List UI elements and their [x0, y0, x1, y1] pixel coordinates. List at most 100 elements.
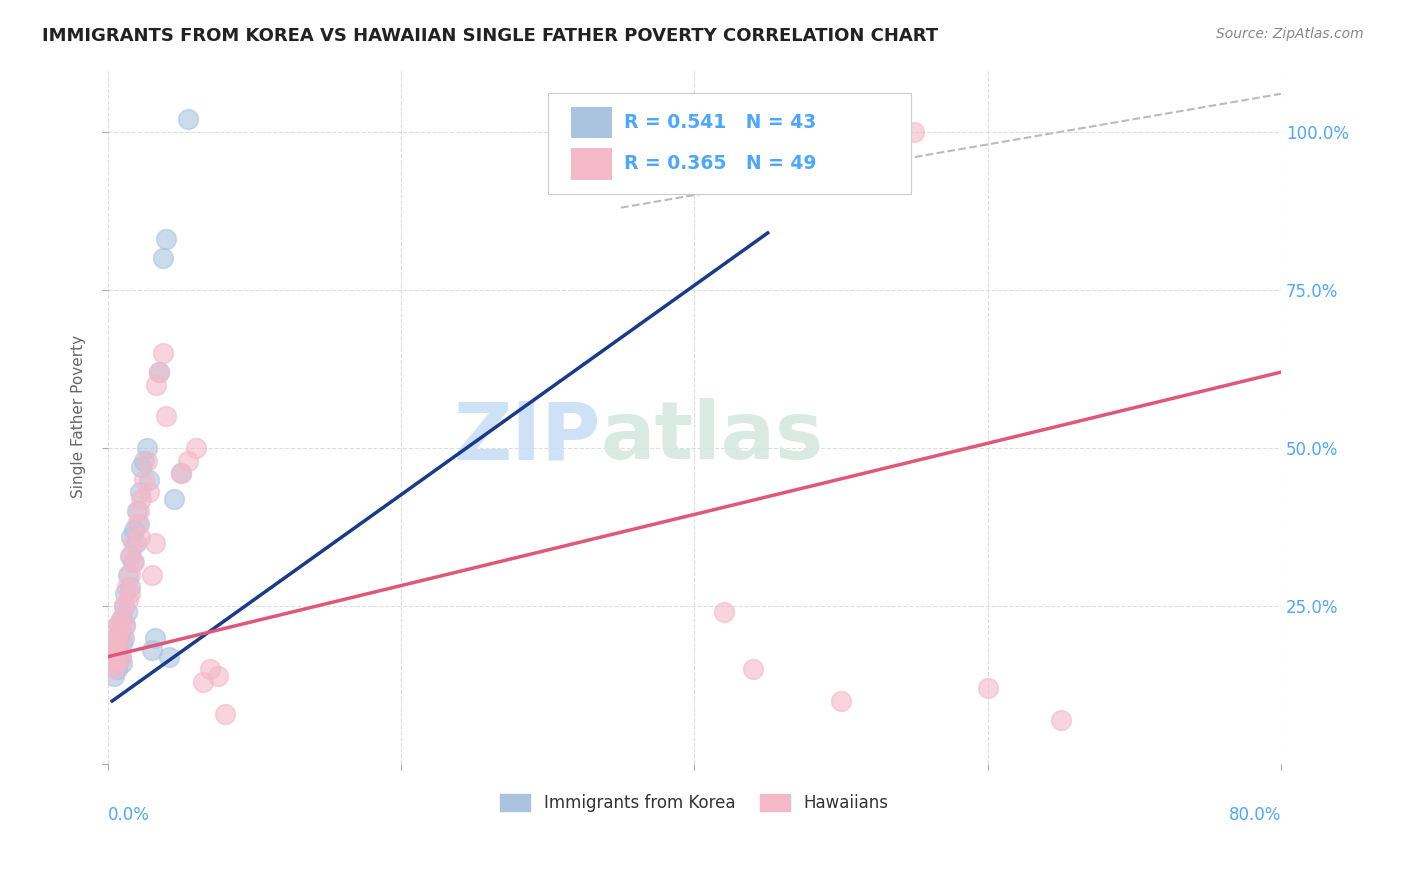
Point	[110, 612, 132, 626]
Legend: Immigrants from Korea, Hawaiians: Immigrants from Korea, Hawaiians	[494, 787, 896, 819]
Point	[830, 694, 852, 708]
Point	[105, 637, 128, 651]
Point	[117, 592, 139, 607]
Point	[131, 491, 153, 506]
FancyBboxPatch shape	[548, 93, 911, 194]
Point	[143, 536, 166, 550]
Point	[742, 662, 765, 676]
Point	[141, 643, 163, 657]
Point	[134, 473, 156, 487]
Point	[111, 656, 134, 670]
Bar	[571, 148, 612, 179]
Point	[136, 441, 159, 455]
Text: ZIP: ZIP	[453, 398, 600, 476]
Text: R = 0.541   N = 43: R = 0.541 N = 43	[624, 113, 817, 132]
Point	[104, 649, 127, 664]
Point	[107, 618, 129, 632]
Text: Source: ZipAtlas.com: Source: ZipAtlas.com	[1216, 27, 1364, 41]
Point	[103, 669, 125, 683]
Point	[103, 662, 125, 676]
Point	[114, 586, 136, 600]
Point	[124, 536, 146, 550]
Point	[191, 675, 214, 690]
Point	[115, 580, 138, 594]
Point	[117, 567, 139, 582]
Point	[127, 516, 149, 531]
Point	[110, 624, 132, 639]
Point	[114, 618, 136, 632]
Point	[104, 637, 127, 651]
Point	[112, 599, 135, 614]
Point	[121, 536, 143, 550]
Point	[163, 491, 186, 506]
Point	[138, 485, 160, 500]
Point	[184, 441, 207, 455]
Text: 80.0%: 80.0%	[1229, 806, 1281, 824]
Point	[121, 555, 143, 569]
Point	[104, 649, 127, 664]
Point	[177, 453, 200, 467]
Point	[148, 365, 170, 379]
Point	[1050, 713, 1073, 727]
Point	[207, 669, 229, 683]
Point	[141, 567, 163, 582]
Point	[118, 580, 141, 594]
Point	[118, 549, 141, 563]
Text: atlas: atlas	[600, 398, 824, 476]
Text: 0.0%: 0.0%	[108, 806, 149, 824]
Point	[110, 649, 132, 664]
Point	[129, 530, 152, 544]
Point	[115, 606, 138, 620]
Point	[177, 112, 200, 127]
Point	[713, 606, 735, 620]
Point	[200, 662, 222, 676]
Point	[104, 631, 127, 645]
Point	[214, 706, 236, 721]
Point	[108, 631, 131, 645]
Point	[128, 504, 150, 518]
Point	[122, 555, 145, 569]
Point	[101, 643, 124, 657]
Point	[128, 516, 150, 531]
Point	[101, 643, 124, 657]
Point	[157, 649, 180, 664]
Point	[155, 232, 177, 246]
Point	[170, 467, 193, 481]
Point	[127, 504, 149, 518]
Text: R = 0.365   N = 49: R = 0.365 N = 49	[624, 154, 817, 173]
Point	[120, 530, 142, 544]
Point	[873, 125, 896, 139]
Point	[136, 453, 159, 467]
Point	[114, 618, 136, 632]
Point	[111, 612, 134, 626]
Point	[152, 346, 174, 360]
Point	[105, 662, 128, 676]
Point	[111, 637, 134, 651]
Point	[148, 365, 170, 379]
Point	[107, 618, 129, 632]
Point	[108, 624, 131, 639]
Bar	[571, 107, 612, 138]
Point	[170, 467, 193, 481]
Point	[111, 631, 134, 645]
Point	[155, 409, 177, 424]
Point	[108, 643, 131, 657]
Point	[122, 523, 145, 537]
Point	[110, 649, 132, 664]
Point	[145, 377, 167, 392]
Point	[129, 485, 152, 500]
Point	[112, 631, 135, 645]
Y-axis label: Single Father Poverty: Single Father Poverty	[72, 334, 86, 498]
Point	[120, 549, 142, 563]
Point	[152, 252, 174, 266]
Point	[118, 567, 141, 582]
Point	[112, 599, 135, 614]
Point	[107, 656, 129, 670]
Point	[118, 586, 141, 600]
Point	[105, 656, 128, 670]
Point	[138, 473, 160, 487]
Point	[143, 631, 166, 645]
Point	[108, 643, 131, 657]
Point	[976, 681, 998, 696]
Text: IMMIGRANTS FROM KOREA VS HAWAIIAN SINGLE FATHER POVERTY CORRELATION CHART: IMMIGRANTS FROM KOREA VS HAWAIIAN SINGLE…	[42, 27, 938, 45]
